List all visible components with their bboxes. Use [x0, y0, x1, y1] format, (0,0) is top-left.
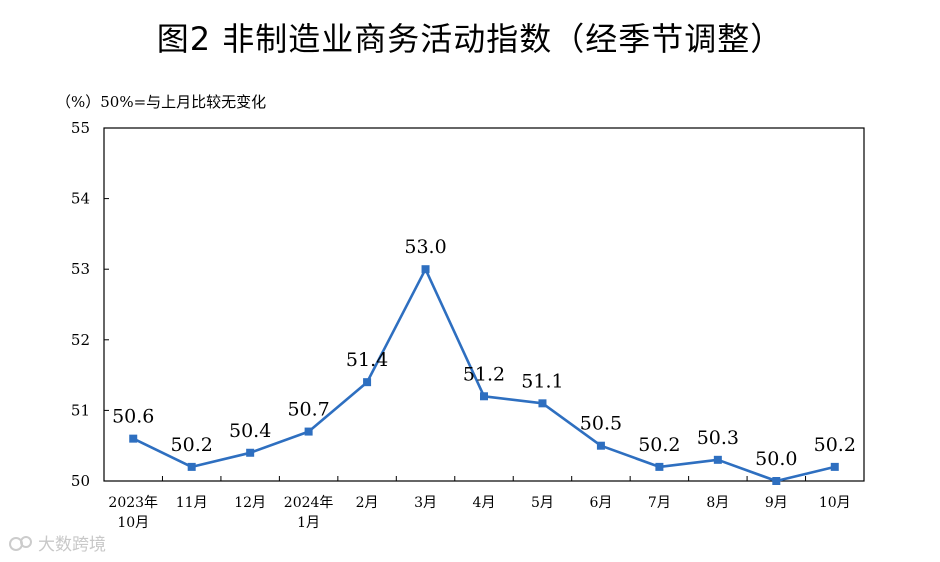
data-label: 50.0	[755, 448, 797, 470]
data-point-marker	[421, 265, 430, 274]
data-point-marker	[304, 427, 313, 436]
data-point-marker	[772, 477, 781, 485]
watermark-logo-icon	[9, 535, 32, 551]
data-label: 50.6	[112, 406, 154, 428]
data-point-marker	[363, 378, 372, 387]
unit-note: （%）50%=与上月比较无变化	[56, 91, 266, 112]
x-tick-label: 6月	[589, 495, 612, 511]
y-tick-label: 50	[71, 472, 90, 490]
x-tick-label: 5月	[531, 495, 554, 511]
data-point-marker	[655, 462, 664, 471]
data-label: 50.4	[229, 420, 271, 442]
baseline-note: 50%=与上月比较无变化	[100, 93, 267, 111]
data-point-marker	[187, 462, 196, 471]
x-tick-label: 12月	[234, 495, 266, 511]
x-tick-label: 1月	[297, 515, 320, 531]
y-unit-label: （%）	[56, 93, 101, 111]
data-point-marker	[596, 441, 605, 450]
x-tick-label: 2024年	[284, 495, 334, 511]
x-tick-label: 11月	[176, 495, 208, 511]
data-label: 50.2	[814, 434, 856, 456]
plot-frame	[103, 127, 865, 482]
x-tick-label: 10月	[819, 495, 851, 511]
chart-title: 图2 非制造业商务活动指数（经季节调整）	[156, 20, 784, 58]
watermark: 大数跨境	[8, 530, 106, 555]
data-label: 50.5	[580, 413, 622, 435]
data-label: 51.4	[346, 349, 388, 371]
x-tick-label: 10月	[117, 515, 149, 531]
y-tick-label: 53	[71, 260, 90, 278]
y-tick-label: 54	[71, 190, 90, 208]
y-tick-label: 55	[71, 119, 90, 137]
x-tick-label: 4月	[473, 495, 496, 511]
x-tick-label: 8月	[706, 495, 729, 511]
data-label: 53.0	[404, 236, 446, 258]
data-point-marker	[129, 434, 138, 443]
y-tick-label: 51	[71, 401, 90, 419]
data-label: 50.2	[171, 434, 213, 456]
x-tick-label: 2023年	[108, 495, 158, 511]
data-point-marker	[713, 455, 722, 464]
data-label: 50.3	[697, 427, 739, 449]
data-label: 51.1	[521, 370, 563, 392]
data-label: 50.2	[638, 434, 680, 456]
x-tick-label: 7月	[648, 495, 671, 511]
data-label: 51.2	[463, 363, 505, 385]
data-label: 50.7	[287, 399, 329, 421]
x-tick-label: 2月	[356, 495, 379, 511]
x-tick-label: 3月	[414, 495, 437, 511]
data-point-marker	[538, 399, 547, 408]
x-tick-label: 9月	[765, 495, 788, 511]
data-point-marker	[830, 462, 839, 471]
data-point-marker	[246, 448, 255, 457]
y-tick-label: 52	[71, 331, 90, 349]
data-point-marker	[480, 392, 488, 401]
watermark-text: 大数跨境	[38, 535, 106, 555]
